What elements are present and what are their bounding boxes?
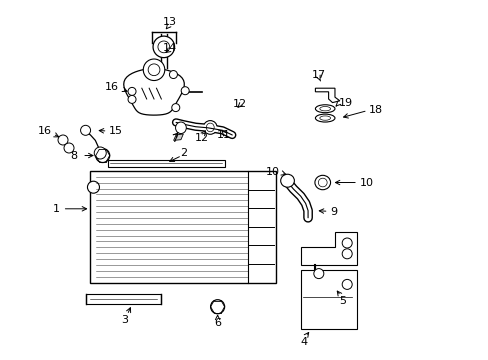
- Circle shape: [210, 300, 224, 314]
- Circle shape: [128, 87, 136, 95]
- Circle shape: [313, 269, 323, 279]
- Ellipse shape: [206, 123, 214, 132]
- Circle shape: [169, 71, 177, 78]
- Ellipse shape: [319, 107, 330, 111]
- Ellipse shape: [319, 116, 330, 120]
- Circle shape: [158, 41, 169, 53]
- Circle shape: [143, 59, 164, 81]
- Circle shape: [342, 279, 351, 289]
- Circle shape: [153, 36, 174, 58]
- Text: 2: 2: [180, 148, 186, 158]
- Text: 1: 1: [53, 204, 60, 214]
- Circle shape: [87, 181, 99, 193]
- Circle shape: [94, 147, 106, 159]
- Text: 15: 15: [108, 126, 122, 136]
- Circle shape: [58, 135, 68, 145]
- Text: 6: 6: [214, 318, 221, 328]
- Ellipse shape: [315, 105, 334, 113]
- Text: 8: 8: [70, 150, 77, 161]
- Text: 12: 12: [232, 99, 246, 109]
- Polygon shape: [107, 160, 224, 167]
- Circle shape: [342, 249, 351, 259]
- Text: 11: 11: [217, 130, 230, 140]
- Polygon shape: [173, 134, 183, 140]
- Text: 17: 17: [311, 69, 325, 80]
- Text: 16: 16: [104, 82, 119, 92]
- Circle shape: [181, 87, 189, 95]
- Circle shape: [96, 149, 109, 162]
- Bar: [85, 294, 161, 304]
- Ellipse shape: [175, 122, 186, 134]
- Text: 18: 18: [368, 105, 383, 115]
- Circle shape: [148, 64, 160, 76]
- Circle shape: [342, 238, 351, 248]
- Ellipse shape: [203, 121, 217, 134]
- Text: 10: 10: [265, 167, 280, 177]
- Polygon shape: [315, 88, 339, 103]
- Text: 7: 7: [171, 134, 178, 144]
- Polygon shape: [300, 232, 356, 265]
- Circle shape: [171, 104, 180, 112]
- Text: 10: 10: [359, 177, 373, 188]
- Ellipse shape: [280, 174, 294, 187]
- Circle shape: [128, 95, 136, 103]
- Polygon shape: [123, 68, 184, 115]
- Text: 13: 13: [163, 17, 177, 27]
- Bar: [300, 270, 356, 329]
- Text: 5: 5: [338, 296, 345, 306]
- Text: 19: 19: [338, 98, 352, 108]
- Text: 9: 9: [329, 207, 337, 217]
- Ellipse shape: [318, 178, 326, 187]
- Text: 3: 3: [121, 315, 128, 325]
- Text: 4: 4: [300, 337, 307, 347]
- Ellipse shape: [314, 175, 330, 190]
- Polygon shape: [90, 171, 276, 283]
- Circle shape: [81, 125, 90, 135]
- Text: 14: 14: [163, 42, 177, 53]
- Ellipse shape: [315, 114, 334, 122]
- Text: 16: 16: [37, 126, 51, 136]
- Text: 12: 12: [195, 132, 208, 143]
- Circle shape: [64, 143, 74, 153]
